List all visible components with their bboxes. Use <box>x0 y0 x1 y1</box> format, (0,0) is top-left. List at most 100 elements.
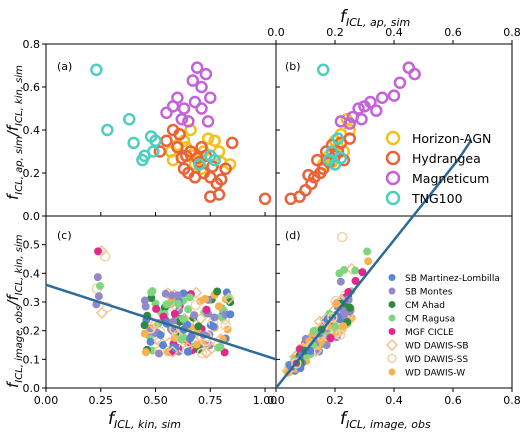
point-magneticum <box>204 91 217 104</box>
point-hydrangea <box>302 168 315 182</box>
point-sb-martinez-lombilla <box>159 341 168 350</box>
ytick-bottom-label: 0.1 <box>23 353 41 366</box>
legend-marker <box>388 287 396 295</box>
point-wd-dawis-ss <box>190 299 201 311</box>
point-cm-ragusa <box>330 322 339 331</box>
top-xlabel: fICL, ap, sim <box>340 7 410 29</box>
point-cm-ahad <box>213 287 222 296</box>
xtick-d-label: 0.0 <box>267 394 285 407</box>
ytick-top-label: 0.8 <box>23 38 41 51</box>
point-wd-dawis-ss <box>336 231 348 243</box>
point-wd-dawis-ss <box>327 312 338 323</box>
point-tng100 <box>193 158 206 171</box>
point-hydrangea <box>160 134 173 147</box>
legend-marker <box>385 150 401 166</box>
point-mgf-cicle <box>94 247 103 256</box>
point-magneticum <box>408 67 421 81</box>
point-horizon-agn <box>208 134 221 147</box>
point-magneticum <box>186 74 200 87</box>
point-magneticum <box>355 113 368 126</box>
point-magneticum <box>343 117 356 130</box>
point-hydrangea <box>258 192 272 206</box>
point-sb-montes <box>161 289 170 298</box>
point-cm-ragusa <box>184 305 193 314</box>
point-wd-dawis-ss <box>334 329 346 341</box>
point-mgf-cicle <box>170 309 179 318</box>
legend-marker <box>385 170 401 186</box>
point-wd-dawis-w <box>214 302 223 311</box>
point-hydrangea <box>173 128 186 141</box>
point-tng100 <box>127 136 140 150</box>
point-cm-ragusa <box>309 326 318 335</box>
point-cm-ragusa <box>174 299 183 308</box>
top-ylabel: fICL, ap, sim/fICL, kin, sim <box>4 65 25 200</box>
point-sb-montes <box>339 310 348 319</box>
ytick-top-label: 0.4 <box>23 124 41 137</box>
legend-label: TNG100 <box>411 191 463 206</box>
ytick-top-label: 0.6 <box>23 81 41 94</box>
legend-label: WD DAWIS-SS <box>405 355 468 365</box>
panel-d-marks <box>281 231 373 378</box>
point-tng100 <box>122 113 136 126</box>
point-magneticum <box>393 76 407 89</box>
point-hydrangea <box>206 160 219 173</box>
point-magneticum <box>160 106 173 120</box>
point-wd-dawis-w <box>192 340 201 349</box>
legend-label: MGF CICLE <box>405 328 454 338</box>
panel-b-marks <box>284 61 421 206</box>
point-tng100 <box>334 151 348 165</box>
legend-marker <box>388 274 396 281</box>
point-cm-ragusa <box>147 288 156 297</box>
legend-marker <box>387 353 397 364</box>
point-magneticum <box>190 61 204 74</box>
point-wd-dawis-w <box>364 257 373 266</box>
point-cm-ragusa <box>185 293 194 302</box>
legend-label: WD DAWIS-W <box>405 369 465 379</box>
point-hydrangea <box>171 140 184 154</box>
legend-marker <box>388 314 396 322</box>
legend-label: SB Martinez-Lombilla <box>405 274 500 284</box>
point-wd-dawis-w <box>140 329 149 338</box>
legend-marker <box>388 368 396 376</box>
point-horizon-agn <box>343 123 356 137</box>
point-cm-ahad <box>140 321 149 330</box>
xtick-b-top-label: 0.8 <box>503 26 520 39</box>
point-wd-dawis-ss <box>220 319 231 331</box>
bottom-ylabel: fICL, image, obs/fICL, kin, sim <box>4 234 25 388</box>
point-sb-martinez-lombilla <box>156 331 165 340</box>
point-sb-montes <box>336 277 345 286</box>
panel-c-marks <box>91 244 235 359</box>
point-hydrangea <box>195 140 208 154</box>
legend-label: SB Montes <box>405 288 453 298</box>
bottom-left-xlabel: fICL, kin, sim <box>108 409 181 431</box>
one-to-one-line-d <box>275 157 460 389</box>
one-to-one-line-d-ext <box>457 139 472 160</box>
legend-marker <box>388 328 396 335</box>
point-magneticum <box>370 104 383 117</box>
bottom-right-xlabel: fICL, image, obs <box>340 409 431 431</box>
point-sb-montes <box>140 296 149 305</box>
xtick-c-label: 0.50 <box>143 394 168 407</box>
point-sb-montes <box>154 349 163 358</box>
xtick-b-top-label: 0.6 <box>444 26 462 39</box>
ytick-bottom-label: 0.0 <box>23 382 41 395</box>
point-magneticum <box>387 89 401 102</box>
point-hydrangea <box>311 153 324 167</box>
point-cm-ragusa <box>214 343 223 352</box>
point-tng100 <box>204 149 217 163</box>
point-sb-martinez-lombilla <box>183 347 192 356</box>
point-tng100 <box>316 63 330 77</box>
point-cm-ragusa <box>177 335 186 344</box>
point-magneticum <box>195 102 208 115</box>
point-magneticum <box>175 113 189 126</box>
point-hydrangea <box>219 162 232 175</box>
point-cm-ragusa <box>340 265 349 274</box>
point-sb-martinez-lombilla <box>209 322 218 331</box>
point-magneticum <box>201 115 215 128</box>
panel-d-label: (d) <box>285 229 301 242</box>
point-sb-montes <box>190 311 199 320</box>
point-sb-martinez-lombilla <box>226 310 235 319</box>
xtick-d-label: 0.4 <box>385 394 403 407</box>
ytick-bottom-label: 0.2 <box>23 325 41 338</box>
